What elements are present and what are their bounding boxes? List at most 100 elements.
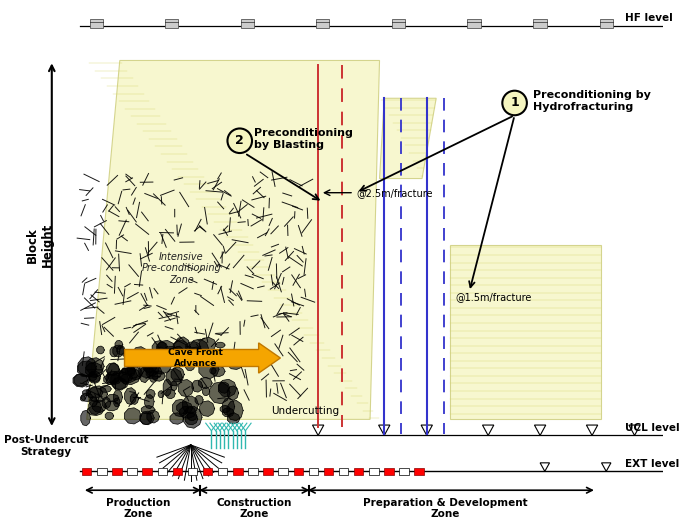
- Bar: [90, 19, 103, 29]
- Bar: [127, 467, 137, 475]
- Polygon shape: [114, 398, 120, 407]
- Polygon shape: [186, 342, 201, 352]
- Text: HF level: HF level: [625, 13, 673, 23]
- Polygon shape: [219, 379, 236, 397]
- Polygon shape: [157, 340, 175, 357]
- Polygon shape: [140, 366, 154, 378]
- Polygon shape: [88, 372, 97, 381]
- Polygon shape: [139, 361, 150, 383]
- Polygon shape: [89, 400, 101, 414]
- Polygon shape: [178, 379, 194, 397]
- Polygon shape: [146, 365, 162, 379]
- Polygon shape: [210, 382, 230, 404]
- Bar: [279, 467, 288, 475]
- Text: Intensive
Pre-conditioning
Zone: Intensive Pre-conditioning Zone: [141, 252, 221, 285]
- Polygon shape: [141, 405, 155, 414]
- Polygon shape: [97, 346, 104, 354]
- Bar: [294, 467, 303, 475]
- Polygon shape: [177, 402, 192, 414]
- Bar: [392, 19, 405, 29]
- Polygon shape: [77, 361, 97, 377]
- Polygon shape: [223, 398, 235, 416]
- Polygon shape: [219, 382, 229, 393]
- Polygon shape: [89, 371, 101, 382]
- Polygon shape: [145, 354, 160, 376]
- Text: 2: 2: [236, 134, 244, 147]
- Polygon shape: [227, 386, 238, 400]
- Text: Block
Height: Block Height: [25, 223, 53, 267]
- Polygon shape: [80, 395, 85, 401]
- Text: UCL level: UCL level: [625, 422, 680, 432]
- Bar: [467, 19, 481, 29]
- Polygon shape: [82, 393, 93, 402]
- Polygon shape: [125, 350, 137, 360]
- Polygon shape: [158, 391, 164, 398]
- Polygon shape: [218, 353, 228, 366]
- Polygon shape: [173, 354, 181, 365]
- Polygon shape: [121, 368, 127, 375]
- Polygon shape: [101, 385, 111, 392]
- Polygon shape: [164, 349, 175, 358]
- Polygon shape: [199, 338, 216, 351]
- Text: EXT level: EXT level: [625, 458, 680, 469]
- Polygon shape: [92, 400, 106, 412]
- Bar: [414, 467, 424, 475]
- Polygon shape: [162, 352, 177, 362]
- Polygon shape: [103, 374, 121, 385]
- Polygon shape: [90, 396, 97, 407]
- Polygon shape: [132, 347, 147, 361]
- Bar: [248, 467, 258, 475]
- Polygon shape: [152, 371, 165, 381]
- Polygon shape: [150, 358, 171, 374]
- Polygon shape: [119, 367, 140, 385]
- Polygon shape: [110, 347, 118, 357]
- Polygon shape: [102, 398, 111, 409]
- Polygon shape: [175, 337, 190, 356]
- Polygon shape: [130, 393, 138, 404]
- Polygon shape: [379, 98, 436, 179]
- Polygon shape: [124, 351, 132, 358]
- Bar: [142, 467, 152, 475]
- Polygon shape: [115, 340, 123, 349]
- Bar: [218, 467, 227, 475]
- Polygon shape: [89, 375, 100, 383]
- Polygon shape: [73, 374, 90, 387]
- Bar: [369, 467, 379, 475]
- Text: Preconditioning by
Hydrofracturing: Preconditioning by Hydrofracturing: [534, 90, 651, 112]
- Polygon shape: [88, 406, 103, 416]
- Polygon shape: [125, 387, 136, 404]
- Bar: [203, 467, 212, 475]
- Polygon shape: [86, 387, 103, 398]
- Circle shape: [502, 91, 527, 115]
- Polygon shape: [86, 363, 103, 377]
- Polygon shape: [189, 339, 209, 360]
- Polygon shape: [192, 380, 203, 392]
- Polygon shape: [179, 406, 196, 418]
- Polygon shape: [82, 390, 91, 395]
- Polygon shape: [163, 347, 179, 357]
- Polygon shape: [195, 395, 203, 404]
- Bar: [158, 467, 167, 475]
- Polygon shape: [216, 342, 225, 348]
- Bar: [112, 467, 122, 475]
- Polygon shape: [164, 352, 175, 365]
- Polygon shape: [114, 390, 123, 404]
- Polygon shape: [132, 352, 142, 367]
- Polygon shape: [210, 367, 216, 374]
- Polygon shape: [86, 358, 104, 375]
- Polygon shape: [149, 371, 158, 383]
- Polygon shape: [158, 342, 167, 351]
- Circle shape: [227, 128, 252, 153]
- Polygon shape: [78, 357, 97, 376]
- Polygon shape: [187, 347, 204, 365]
- Polygon shape: [182, 396, 199, 413]
- Polygon shape: [140, 412, 152, 425]
- Polygon shape: [145, 395, 154, 409]
- Polygon shape: [127, 366, 135, 376]
- Bar: [316, 19, 329, 29]
- Bar: [165, 19, 178, 29]
- Polygon shape: [107, 394, 119, 402]
- Polygon shape: [200, 401, 214, 417]
- Polygon shape: [87, 60, 379, 419]
- Polygon shape: [450, 245, 601, 419]
